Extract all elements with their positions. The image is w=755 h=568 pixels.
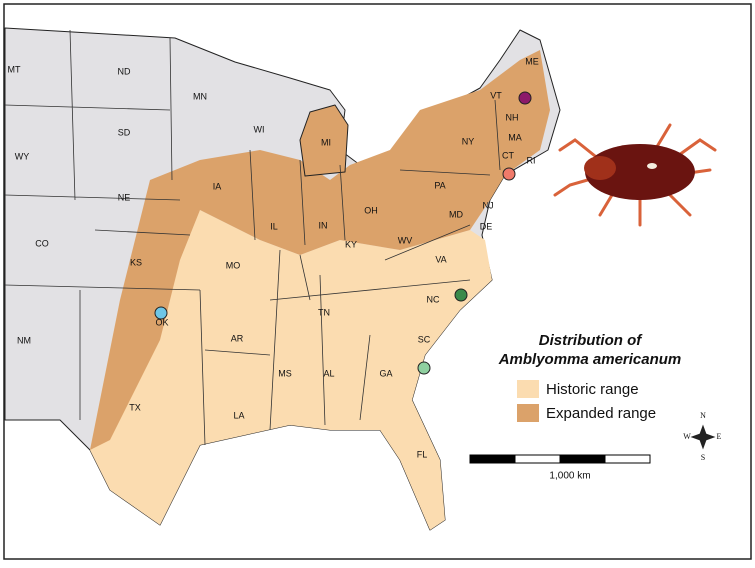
state-label: IN bbox=[319, 220, 328, 230]
legend-swatch bbox=[517, 380, 539, 398]
state-label: NY bbox=[462, 136, 475, 146]
site-marker bbox=[454, 288, 468, 302]
scale-bar bbox=[469, 454, 651, 464]
state-label: MA bbox=[508, 132, 522, 142]
state-label: LA bbox=[233, 410, 244, 420]
state-label: IA bbox=[213, 181, 222, 191]
state-label: RI bbox=[527, 155, 536, 165]
state-label: WI bbox=[254, 124, 265, 134]
site-marker bbox=[518, 91, 532, 105]
state-label: NH bbox=[506, 112, 519, 122]
state-label: KS bbox=[130, 257, 142, 267]
state-label: KY bbox=[345, 239, 357, 249]
state-label: AL bbox=[323, 368, 334, 378]
state-label: ME bbox=[525, 56, 539, 66]
state-label: OH bbox=[364, 205, 378, 215]
state-label: MN bbox=[193, 91, 207, 101]
state-label: IL bbox=[270, 221, 278, 231]
state-borders bbox=[4, 29, 501, 446]
state-label: SC bbox=[418, 334, 431, 344]
state-label: FL bbox=[417, 449, 428, 459]
compass: N S E W bbox=[683, 411, 721, 462]
compass-s: S bbox=[701, 453, 705, 462]
compass-n: N bbox=[700, 411, 706, 420]
state-label: WV bbox=[398, 235, 413, 245]
state-label: NJ bbox=[483, 200, 494, 210]
state-label: ND bbox=[118, 66, 131, 76]
state-label: SD bbox=[118, 127, 131, 137]
state-label: MO bbox=[226, 260, 241, 270]
expanded-range-michigan bbox=[299, 104, 349, 177]
state-labels: MT ND MN WI MI ME VT NH MA NY CT RI SD WY IA NE IL IN OH PA… bbox=[8, 56, 539, 459]
state-label: TN bbox=[318, 307, 330, 317]
legend-title: Amblyomma americanum bbox=[498, 351, 682, 368]
site-markers bbox=[154, 91, 532, 375]
state-label: MI bbox=[321, 137, 331, 147]
state-label: VT bbox=[490, 90, 502, 100]
compass-w: W bbox=[683, 432, 691, 441]
state-label: AR bbox=[231, 333, 244, 343]
expanded-range bbox=[90, 50, 550, 450]
legend: Historic range Expanded range bbox=[517, 380, 656, 422]
scale-label: 1,000 km bbox=[549, 471, 590, 482]
site-marker bbox=[417, 361, 431, 375]
state-label: NM bbox=[17, 335, 31, 345]
state-label: GA bbox=[379, 368, 392, 378]
state-label: WY bbox=[15, 151, 30, 161]
state-label: MD bbox=[449, 209, 463, 219]
state-label: DE bbox=[480, 221, 493, 231]
state-label: NC bbox=[427, 294, 440, 304]
state-label: PA bbox=[434, 180, 445, 190]
compass-e: E bbox=[717, 432, 722, 441]
state-label: CT bbox=[502, 150, 514, 160]
state-label: MT bbox=[8, 64, 21, 74]
state-label: TX bbox=[129, 402, 141, 412]
legend-swatch bbox=[517, 404, 539, 422]
state-label: NE bbox=[118, 192, 131, 202]
state-label: VA bbox=[435, 254, 446, 264]
state-label: OK bbox=[155, 317, 168, 327]
site-marker bbox=[154, 306, 168, 320]
legend-label: Historic range bbox=[546, 381, 639, 398]
legend-label: Expanded range bbox=[546, 405, 656, 422]
site-marker bbox=[502, 167, 516, 181]
tick-illustration bbox=[553, 123, 717, 227]
state-label: CO bbox=[35, 238, 49, 248]
state-label: MS bbox=[278, 368, 292, 378]
legend-title: Distribution of bbox=[539, 332, 643, 349]
